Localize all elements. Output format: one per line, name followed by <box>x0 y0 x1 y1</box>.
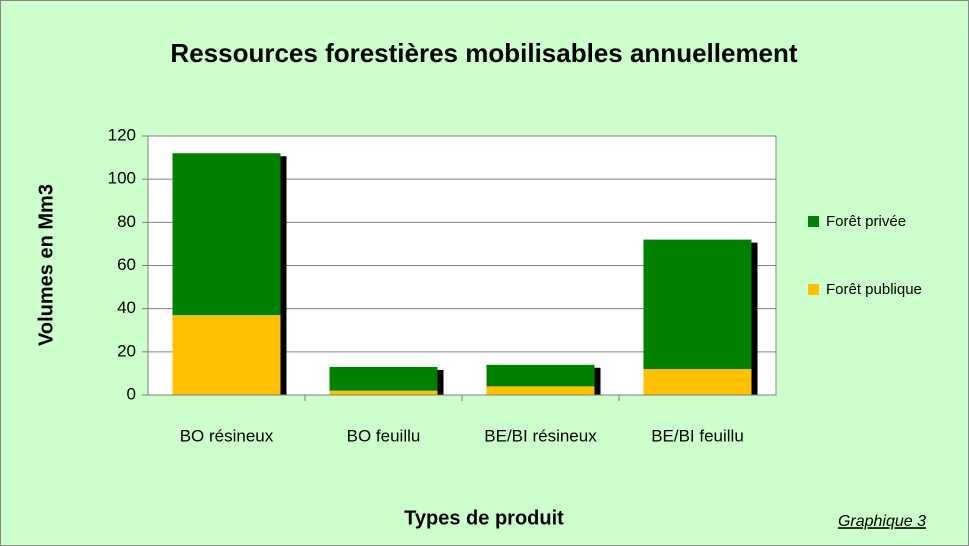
legend-swatch <box>808 216 819 227</box>
x-tick-label: BE/BI feuillu <box>651 426 744 445</box>
y-tick-label: 100 <box>108 169 136 188</box>
bar-segment <box>643 369 752 395</box>
y-tick-label: 60 <box>117 255 136 274</box>
legend-swatch <box>808 284 819 295</box>
legend-label: Forêt privée <box>826 213 906 230</box>
chart-title: Ressources forestières mobilisables annu… <box>170 38 797 68</box>
y-axis-title: Volumes en Mm3 <box>35 184 57 346</box>
bar-segment <box>329 390 438 395</box>
bar-segment <box>486 386 595 395</box>
bar-shadow <box>751 242 758 395</box>
y-tick-label: 20 <box>117 341 136 360</box>
x-tick-label: BE/BI résineux <box>484 426 597 445</box>
bar-segment <box>172 153 281 316</box>
legend-label: Forêt publique <box>826 281 922 298</box>
bar-shadow <box>594 367 601 395</box>
bar-shadow <box>437 369 444 395</box>
bar-shadow <box>280 156 287 395</box>
y-tick-label: 0 <box>127 384 136 403</box>
bar-segment <box>643 239 752 370</box>
bar-segment <box>486 364 595 387</box>
x-tick-label: BO résineux <box>180 426 274 445</box>
y-tick-label: 40 <box>117 298 136 317</box>
y-tick-label: 120 <box>108 125 136 144</box>
x-axis-title: Types de produit <box>404 507 564 529</box>
y-tick-label: 80 <box>117 212 136 231</box>
annotation: Graphique 3 <box>838 513 926 530</box>
x-tick-label: BO feuillu <box>347 426 421 445</box>
bar-segment <box>172 315 281 395</box>
bar-segment <box>329 366 438 391</box>
